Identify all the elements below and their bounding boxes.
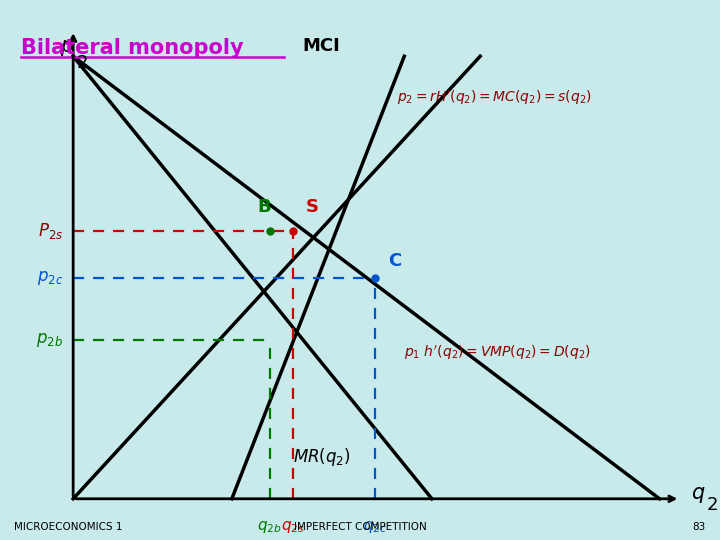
Text: 83: 83 (693, 522, 706, 532)
Text: C: C (388, 252, 401, 269)
Text: $P_{2s}$: $P_{2s}$ (37, 221, 63, 241)
Text: $p_{2c}$: $p_{2c}$ (37, 268, 63, 287)
Text: $q_{2b}$: $q_{2b}$ (258, 518, 282, 535)
Text: B: B (258, 198, 271, 216)
Text: $2$: $2$ (76, 53, 88, 72)
Text: $q_{2s}$: $q_{2s}$ (281, 518, 305, 535)
Text: S: S (305, 198, 318, 216)
Text: $p_1\ h'(q_2)=VMP(q_2)=D(q_2)$: $p_1\ h'(q_2)=VMP(q_2)=D(q_2)$ (405, 344, 591, 362)
Text: MCI: MCI (302, 37, 341, 55)
Text: Bilateral monopoly: Bilateral monopoly (22, 38, 244, 58)
Text: $p_{2b}$: $p_{2b}$ (36, 331, 63, 349)
Text: $2$: $2$ (706, 496, 719, 514)
Text: $q_{2c}$: $q_{2c}$ (363, 518, 387, 535)
Text: $q$: $q$ (690, 484, 705, 504)
Text: MICROECONOMICS 1: MICROECONOMICS 1 (14, 522, 123, 532)
Text: $MR(q_2)$: $MR(q_2)$ (292, 446, 351, 468)
Text: $p$: $p$ (60, 38, 75, 58)
Text: $p_2=rH'(q_2) = MC(q_2)=s(q_2)$: $p_2=rH'(q_2) = MC(q_2)=s(q_2)$ (397, 89, 593, 107)
Text: IMPERFECT COMPETITION: IMPERFECT COMPETITION (294, 522, 426, 532)
